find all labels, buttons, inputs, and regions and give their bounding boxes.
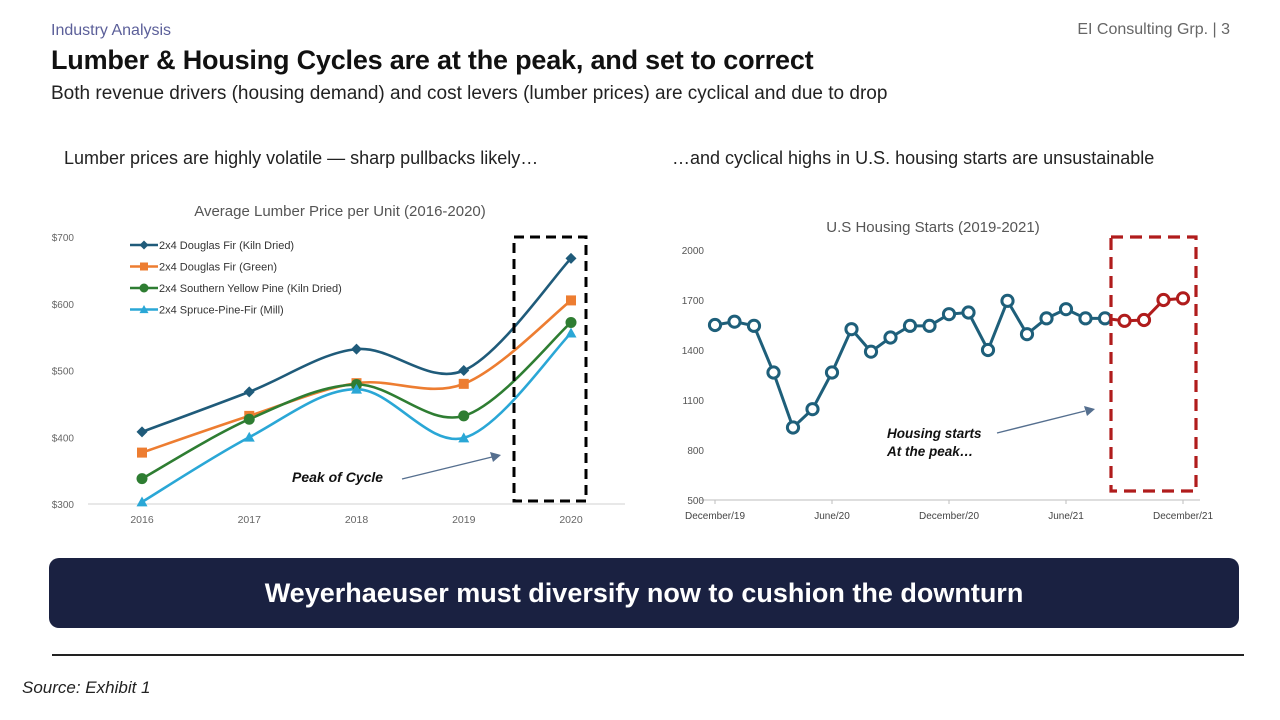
legend-marker: [139, 283, 149, 293]
y-tick-label: $500: [52, 367, 75, 378]
x-tick-label: 2019: [452, 514, 476, 526]
annotation-arrow: [401, 456, 493, 480]
data-point: [961, 305, 976, 320]
series-line: [141, 299, 572, 454]
data-point: [883, 330, 898, 345]
lumber-chart-title: Average Lumber Price per Unit (2016-2020…: [194, 203, 486, 220]
data-point: [565, 327, 577, 338]
x-tick-label: June/20: [814, 511, 850, 522]
y-tick-label: 2000: [682, 246, 705, 257]
annotation-arrowhead: [490, 452, 501, 462]
page-number-label: EI Consulting Grp. | 3: [1077, 21, 1230, 38]
data-point: [136, 473, 148, 485]
data-point: [565, 252, 577, 264]
data-point: [351, 343, 362, 355]
legend-marker: [139, 305, 149, 314]
key-takeaway-banner: Weyerhaeuser must diversify now to cushi…: [49, 558, 1239, 628]
annotation-arrowhead: [1084, 406, 1095, 416]
x-tick-label: December/21: [1153, 511, 1213, 522]
data-point: [707, 317, 723, 333]
peak-annotation: Peak of Cycle: [292, 469, 383, 485]
x-tick-label: June/21: [1048, 511, 1084, 522]
peak-highlight-box: [1109, 235, 1198, 493]
legend-entry: 2x4 Douglas Fir (Kiln Dried): [159, 240, 294, 252]
annotation-arrow: [996, 410, 1086, 434]
data-point: [351, 383, 362, 394]
housing-starts-chart: U.S Housing Starts (2019-2021) 500 800 110…: [682, 219, 1214, 522]
data-point: [243, 413, 255, 425]
legend-marker: [140, 262, 148, 271]
legend-entry: 2x4 Southern Yellow Pine (Kiln Dried): [159, 283, 342, 295]
housing-chart-title: U.S Housing Starts (2019-2021): [826, 219, 1039, 236]
data-point: [1156, 292, 1171, 308]
data-point: [243, 431, 255, 442]
y-tick-label: $600: [52, 300, 75, 311]
page-subtitle: Both revenue drivers (housing demand) an…: [51, 83, 888, 104]
data-point: [1175, 291, 1191, 306]
banner-text: Weyerhaeuser must diversify now to cushi…: [264, 577, 1024, 608]
lumber-price-chart: Average Lumber Price per Unit (2016-2020…: [52, 203, 625, 526]
data-point: [458, 432, 470, 443]
legend-entry: 2x4 Spruce-Pine-Fir (Mill): [159, 305, 284, 317]
x-tick-label: 2018: [345, 514, 369, 526]
data-point: [136, 496, 148, 507]
data-point: [766, 365, 781, 380]
data-point: [922, 318, 937, 333]
peak-highlight-box: [512, 235, 588, 503]
page-title: Lumber & Housing Cycles are at the peak,…: [51, 45, 814, 75]
data-point: [746, 318, 762, 333]
footer-divider: [52, 654, 1244, 656]
x-tick-label: 2020: [559, 514, 583, 526]
data-point: [1117, 313, 1132, 328]
right-panel-caption: …and cyclical highs in U.S. housing star…: [672, 148, 1155, 168]
y-tick-label: 800: [687, 446, 704, 457]
data-point: [136, 426, 148, 438]
y-tick-label: 1700: [682, 296, 705, 307]
data-point: [863, 344, 879, 359]
data-point: [980, 342, 996, 358]
y-tick-label: $400: [52, 433, 75, 444]
left-panel-caption: Lumber prices are highly volatile — shar…: [64, 148, 539, 168]
data-point: [243, 386, 255, 398]
y-tick-label: 1100: [682, 396, 704, 407]
data-point: [1019, 327, 1035, 342]
legend-marker: [139, 240, 149, 250]
data-point: [458, 378, 469, 389]
data-point: [458, 410, 470, 422]
source-note: Source: Exhibit 1: [22, 678, 151, 697]
y-tick-label: 500: [687, 496, 704, 507]
y-tick-label: $700: [52, 233, 75, 244]
data-point: [1097, 311, 1113, 326]
legend-entry: 2x4 Douglas Fir (Green): [159, 262, 277, 274]
data-point: [785, 420, 801, 435]
data-point: [565, 316, 577, 328]
data-point: [805, 402, 820, 417]
data-point: [824, 365, 840, 380]
data-point: [566, 295, 576, 306]
data-point: [458, 365, 470, 376]
data-point: [1078, 311, 1093, 326]
data-point: [1000, 293, 1015, 308]
data-point: [844, 322, 859, 337]
data-point: [902, 318, 918, 333]
data-point: [727, 314, 742, 329]
x-tick-label: December/20: [919, 511, 979, 522]
data-point: [1058, 302, 1074, 317]
peak-annotation: At the peak…: [886, 444, 973, 459]
y-tick-label: 1400: [682, 346, 705, 357]
x-tick-label: 2016: [130, 514, 154, 526]
data-point: [137, 447, 147, 458]
section-label: Industry Analysis: [51, 22, 172, 39]
data-point: [941, 307, 957, 322]
x-tick-label: December/19: [685, 511, 745, 522]
data-point: [1039, 311, 1054, 326]
data-point: [1136, 312, 1152, 328]
x-tick-label: 2017: [238, 514, 262, 526]
peak-annotation: Housing starts: [887, 426, 982, 441]
y-tick-label: $300: [52, 500, 75, 511]
